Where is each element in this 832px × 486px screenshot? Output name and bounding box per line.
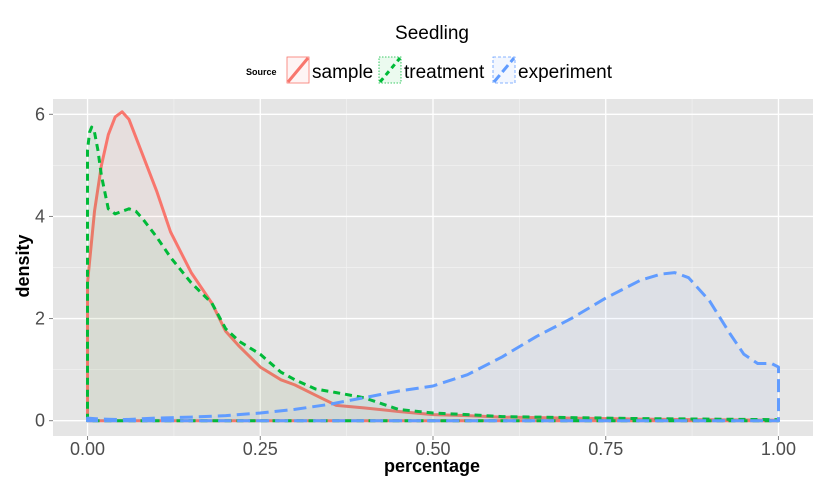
legend-label: sample [312, 62, 373, 83]
x-axis-title: percentage [384, 456, 480, 476]
y-axis-title: density [13, 234, 33, 297]
density-area-treatment [86, 125, 780, 423]
legend-key-line [492, 57, 516, 83]
legend-title: Source [246, 67, 277, 77]
y-tick-label: 2 [35, 309, 45, 329]
legend-key-box [378, 56, 402, 84]
y-tick-label: 4 [35, 206, 45, 226]
x-tick-label: 0.75 [588, 439, 623, 459]
legend-item-treatment: treatment [378, 56, 485, 84]
legend-item-sample: sample [286, 56, 373, 84]
x-tick-label: 0.00 [70, 439, 105, 459]
legend-label: experiment [518, 62, 613, 83]
density-areas [86, 110, 780, 423]
x-tick-label: 0.25 [243, 439, 278, 459]
legend-key-line [286, 57, 310, 83]
y-tick-label: 6 [35, 104, 45, 124]
legend-item-experiment: experiment [492, 56, 613, 84]
chart-title: Seedling [395, 23, 469, 44]
y-tick-label: 0 [35, 411, 45, 431]
density-area-experiment [86, 271, 780, 423]
x-tick-label: 1.00 [761, 439, 796, 459]
legend-label: treatment [404, 62, 485, 83]
axis-ticks: 0.00 0.25 0.50 0.75 1.00 0 2 4 6 [35, 104, 796, 459]
legend: Source sample treatment experiment [246, 56, 613, 84]
x-tick-label: 0.50 [415, 439, 450, 459]
